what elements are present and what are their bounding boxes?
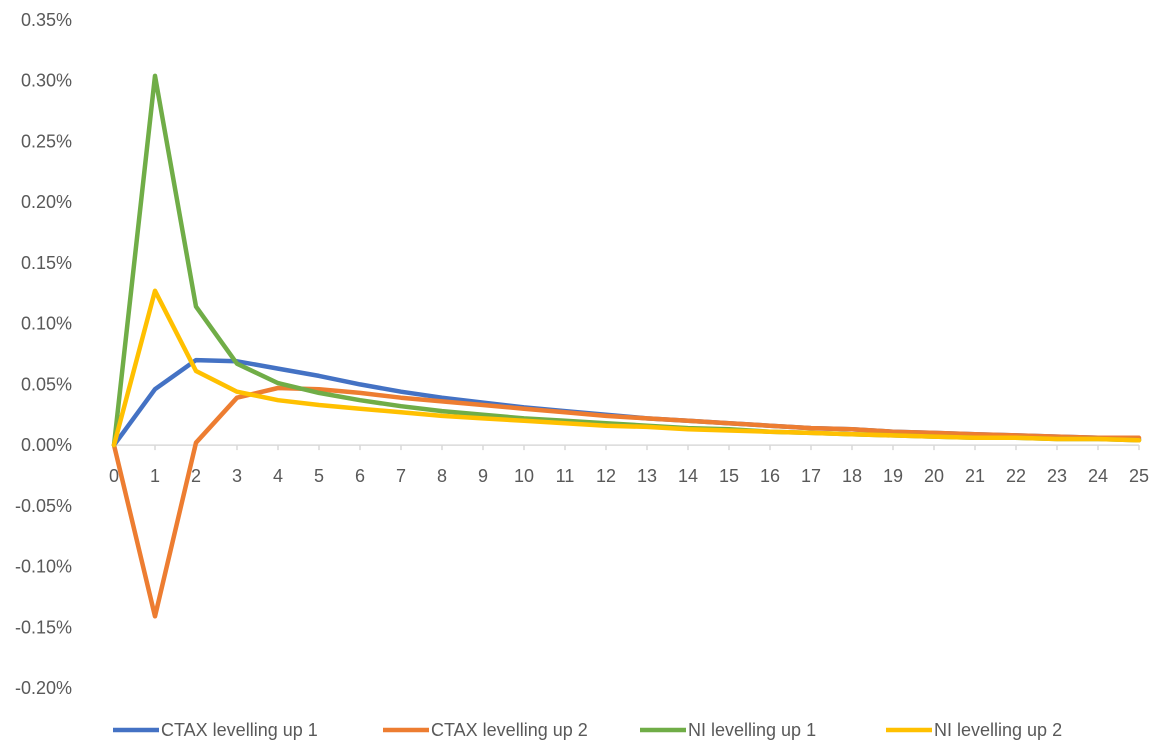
x-tick-label: 24 bbox=[1088, 466, 1108, 486]
x-tick-label: 20 bbox=[924, 466, 944, 486]
x-tick-label: 16 bbox=[760, 466, 780, 486]
y-tick-label: 0.15% bbox=[21, 253, 72, 273]
x-tick-label: 21 bbox=[965, 466, 985, 486]
x-tick-label: 3 bbox=[232, 466, 242, 486]
x-tick-label: 18 bbox=[842, 466, 862, 486]
x-tick-label: 11 bbox=[556, 466, 575, 486]
x-tick-label: 13 bbox=[637, 466, 657, 486]
y-tick-label: 0.10% bbox=[21, 314, 72, 334]
x-tick-label: 23 bbox=[1047, 466, 1067, 486]
y-tick-label: 0.05% bbox=[21, 374, 72, 394]
x-axis bbox=[113, 444, 1140, 451]
x-tick-label: 8 bbox=[437, 466, 447, 486]
series-lines bbox=[111, 73, 1142, 619]
y-tick-label: 0.35% bbox=[21, 10, 72, 30]
legend-label: CTAX levelling up 1 bbox=[161, 720, 318, 740]
legend-label: CTAX levelling up 2 bbox=[431, 720, 588, 740]
x-tick-label: 10 bbox=[514, 466, 534, 486]
x-tick-label: 2 bbox=[191, 466, 201, 486]
x-tick-label: 17 bbox=[801, 466, 821, 486]
legend-label: NI levelling up 2 bbox=[934, 720, 1062, 740]
x-tick-label: 1 bbox=[150, 466, 160, 486]
legend-label: NI levelling up 1 bbox=[688, 720, 816, 740]
y-tick-label: -0.15% bbox=[15, 617, 72, 637]
y-tick-label: -0.20% bbox=[15, 678, 72, 698]
x-tick-label: 9 bbox=[478, 466, 488, 486]
x-tick-label: 0 bbox=[109, 466, 119, 486]
x-tick-label: 14 bbox=[678, 466, 698, 486]
y-tick-label: 0.00% bbox=[21, 435, 72, 455]
legend: CTAX levelling up 1 CTAX levelling up 2 NI… bbox=[113, 720, 1062, 740]
x-tick-label: 25 bbox=[1129, 466, 1149, 486]
y-tick-label: -0.10% bbox=[15, 557, 72, 577]
y-tick-label: -0.05% bbox=[15, 496, 72, 516]
y-axis-tick-labels: 0.35% 0.30% 0.25% 0.20% 0.15% 0.10% 0.05% 0.00%… bbox=[15, 10, 72, 698]
x-axis-tick-labels: 0 1 2 3 4 5 6 7 8 9 10 11 12 13 14 15 16 17 18 19 20 21 22 23 24… bbox=[109, 466, 1149, 486]
x-tick-label: 12 bbox=[596, 466, 616, 486]
y-tick-label: 0.30% bbox=[21, 71, 72, 91]
x-tick-label: 22 bbox=[1006, 466, 1026, 486]
x-tick-label: 7 bbox=[396, 466, 406, 486]
x-tick-label: 6 bbox=[355, 466, 365, 486]
y-tick-label: 0.25% bbox=[21, 131, 72, 151]
y-tick-label: 0.20% bbox=[21, 192, 72, 212]
series-line-4 bbox=[111, 288, 1142, 448]
x-tick-label: 4 bbox=[273, 466, 283, 486]
x-tick-label: 5 bbox=[314, 466, 324, 486]
series-line-2 bbox=[111, 385, 1142, 619]
x-tick-label: 15 bbox=[719, 466, 739, 486]
x-tick-label: 19 bbox=[883, 466, 903, 486]
